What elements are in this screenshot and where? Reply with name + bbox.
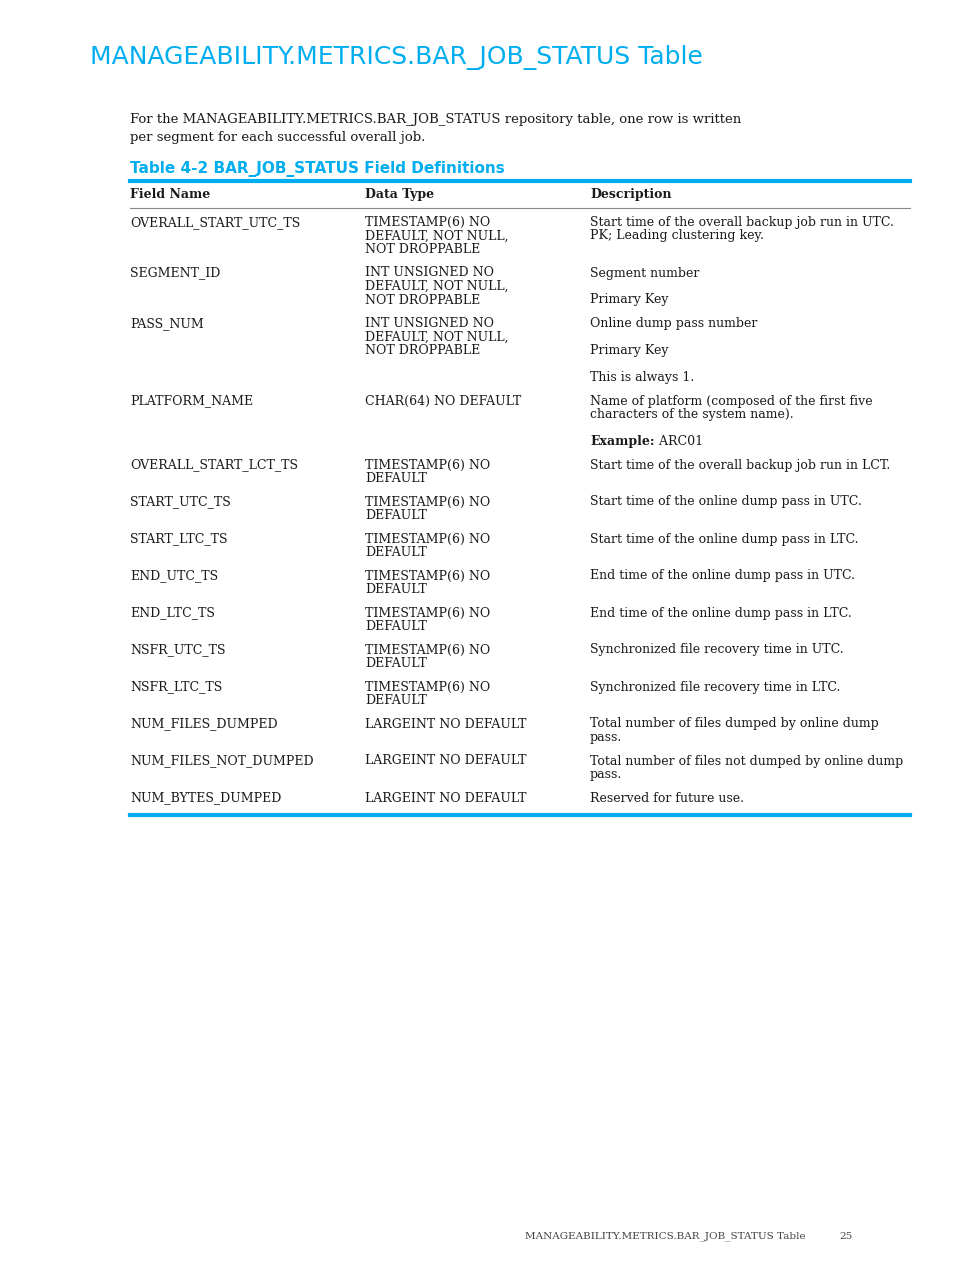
Text: END_LTC_TS: END_LTC_TS bbox=[130, 606, 214, 619]
Text: TIMESTAMP(6) NO: TIMESTAMP(6) NO bbox=[365, 533, 490, 545]
Text: End time of the online dump pass in LTC.: End time of the online dump pass in LTC. bbox=[589, 606, 851, 619]
Text: NOT DROPPABLE: NOT DROPPABLE bbox=[365, 294, 479, 306]
Text: Start time of the online dump pass in LTC.: Start time of the online dump pass in LT… bbox=[589, 533, 858, 545]
Text: Name of platform (composed of the first five: Name of platform (composed of the first … bbox=[589, 394, 872, 408]
Text: TIMESTAMP(6) NO: TIMESTAMP(6) NO bbox=[365, 496, 490, 508]
Text: LARGEINT NO DEFAULT: LARGEINT NO DEFAULT bbox=[365, 792, 526, 805]
Text: TIMESTAMP(6) NO: TIMESTAMP(6) NO bbox=[365, 606, 490, 619]
Text: START_LTC_TS: START_LTC_TS bbox=[130, 533, 227, 545]
Text: characters of the system name).: characters of the system name). bbox=[589, 408, 793, 421]
Text: TIMESTAMP(6) NO: TIMESTAMP(6) NO bbox=[365, 216, 490, 229]
Text: Synchronized file recovery time in UTC.: Synchronized file recovery time in UTC. bbox=[589, 643, 842, 657]
Text: Online dump pass number: Online dump pass number bbox=[589, 316, 757, 330]
Text: End time of the online dump pass in UTC.: End time of the online dump pass in UTC. bbox=[589, 569, 854, 582]
Text: Segment number: Segment number bbox=[589, 267, 699, 280]
Text: NUM_FILES_NOT_DUMPED: NUM_FILES_NOT_DUMPED bbox=[130, 755, 314, 768]
Text: DEFAULT: DEFAULT bbox=[365, 694, 426, 707]
Text: Start time of the online dump pass in UTC.: Start time of the online dump pass in UT… bbox=[589, 496, 861, 508]
Text: START_UTC_TS: START_UTC_TS bbox=[130, 496, 231, 508]
Text: DEFAULT: DEFAULT bbox=[365, 620, 426, 633]
Text: Example:: Example: bbox=[589, 435, 654, 447]
Text: pass.: pass. bbox=[589, 768, 621, 780]
Text: DEFAULT: DEFAULT bbox=[365, 583, 426, 596]
Text: DEFAULT: DEFAULT bbox=[365, 508, 426, 522]
Text: TIMESTAMP(6) NO: TIMESTAMP(6) NO bbox=[365, 459, 490, 472]
Text: LARGEINT NO DEFAULT: LARGEINT NO DEFAULT bbox=[365, 755, 526, 768]
Text: per segment for each successful overall job.: per segment for each successful overall … bbox=[130, 131, 425, 144]
Text: CHAR(64) NO DEFAULT: CHAR(64) NO DEFAULT bbox=[365, 394, 520, 408]
Text: Primary Key: Primary Key bbox=[589, 344, 668, 357]
Text: 25: 25 bbox=[839, 1232, 852, 1240]
Text: NUM_BYTES_DUMPED: NUM_BYTES_DUMPED bbox=[130, 792, 281, 805]
Text: Field Name: Field Name bbox=[130, 188, 210, 201]
Text: NOT DROPPABLE: NOT DROPPABLE bbox=[365, 243, 479, 255]
Text: NSFR_UTC_TS: NSFR_UTC_TS bbox=[130, 643, 225, 657]
Text: Description: Description bbox=[589, 188, 671, 201]
Text: Total number of files not dumped by online dump: Total number of files not dumped by onli… bbox=[589, 755, 902, 768]
Text: DEFAULT: DEFAULT bbox=[365, 547, 426, 559]
Text: Synchronized file recovery time in LTC.: Synchronized file recovery time in LTC. bbox=[589, 680, 840, 694]
Text: Data Type: Data Type bbox=[365, 188, 434, 201]
Text: PLATFORM_NAME: PLATFORM_NAME bbox=[130, 394, 253, 408]
Text: LARGEINT NO DEFAULT: LARGEINT NO DEFAULT bbox=[365, 718, 526, 731]
Text: DEFAULT, NOT NULL,: DEFAULT, NOT NULL, bbox=[365, 280, 508, 294]
Text: NOT DROPPABLE: NOT DROPPABLE bbox=[365, 344, 479, 357]
Text: TIMESTAMP(6) NO: TIMESTAMP(6) NO bbox=[365, 643, 490, 657]
Text: PK; Leading clustering key.: PK; Leading clustering key. bbox=[589, 230, 763, 243]
Text: DEFAULT, NOT NULL,: DEFAULT, NOT NULL, bbox=[365, 230, 508, 243]
Text: Reserved for future use.: Reserved for future use. bbox=[589, 792, 743, 805]
Text: TIMESTAMP(6) NO: TIMESTAMP(6) NO bbox=[365, 680, 490, 694]
Text: PASS_NUM: PASS_NUM bbox=[130, 316, 204, 330]
Text: For the MANAGEABILITY.METRICS.BAR_JOB_STATUS repository table, one row is writte: For the MANAGEABILITY.METRICS.BAR_JOB_ST… bbox=[130, 113, 740, 126]
Text: NSFR_LTC_TS: NSFR_LTC_TS bbox=[130, 680, 222, 694]
Text: Table 4-2 BAR_JOB_STATUS Field Definitions: Table 4-2 BAR_JOB_STATUS Field Definitio… bbox=[130, 161, 504, 177]
Text: Start time of the overall backup job run in LCT.: Start time of the overall backup job run… bbox=[589, 459, 889, 472]
Text: OVERALL_START_LCT_TS: OVERALL_START_LCT_TS bbox=[130, 459, 297, 472]
Text: Start time of the overall backup job run in UTC.: Start time of the overall backup job run… bbox=[589, 216, 893, 229]
Text: END_UTC_TS: END_UTC_TS bbox=[130, 569, 218, 582]
Text: This is always 1.: This is always 1. bbox=[589, 371, 694, 384]
Text: INT UNSIGNED NO: INT UNSIGNED NO bbox=[365, 267, 494, 280]
Text: NUM_FILES_DUMPED: NUM_FILES_DUMPED bbox=[130, 718, 277, 731]
Text: MANAGEABILITY.METRICS.BAR_JOB_STATUS Table: MANAGEABILITY.METRICS.BAR_JOB_STATUS Tab… bbox=[90, 44, 702, 70]
Text: MANAGEABILITY.METRICS.BAR_JOB_STATUS Table: MANAGEABILITY.METRICS.BAR_JOB_STATUS Tab… bbox=[524, 1232, 804, 1240]
Text: ARC01: ARC01 bbox=[655, 435, 703, 447]
Text: DEFAULT: DEFAULT bbox=[365, 657, 426, 670]
Text: INT UNSIGNED NO: INT UNSIGNED NO bbox=[365, 316, 494, 330]
Text: Total number of files dumped by online dump: Total number of files dumped by online d… bbox=[589, 718, 878, 731]
Text: pass.: pass. bbox=[589, 731, 621, 744]
Text: TIMESTAMP(6) NO: TIMESTAMP(6) NO bbox=[365, 569, 490, 582]
Text: Primary Key: Primary Key bbox=[589, 294, 668, 306]
Text: DEFAULT, NOT NULL,: DEFAULT, NOT NULL, bbox=[365, 330, 508, 343]
Text: DEFAULT: DEFAULT bbox=[365, 472, 426, 486]
Text: OVERALL_START_UTC_TS: OVERALL_START_UTC_TS bbox=[130, 216, 300, 229]
Text: SEGMENT_ID: SEGMENT_ID bbox=[130, 267, 220, 280]
